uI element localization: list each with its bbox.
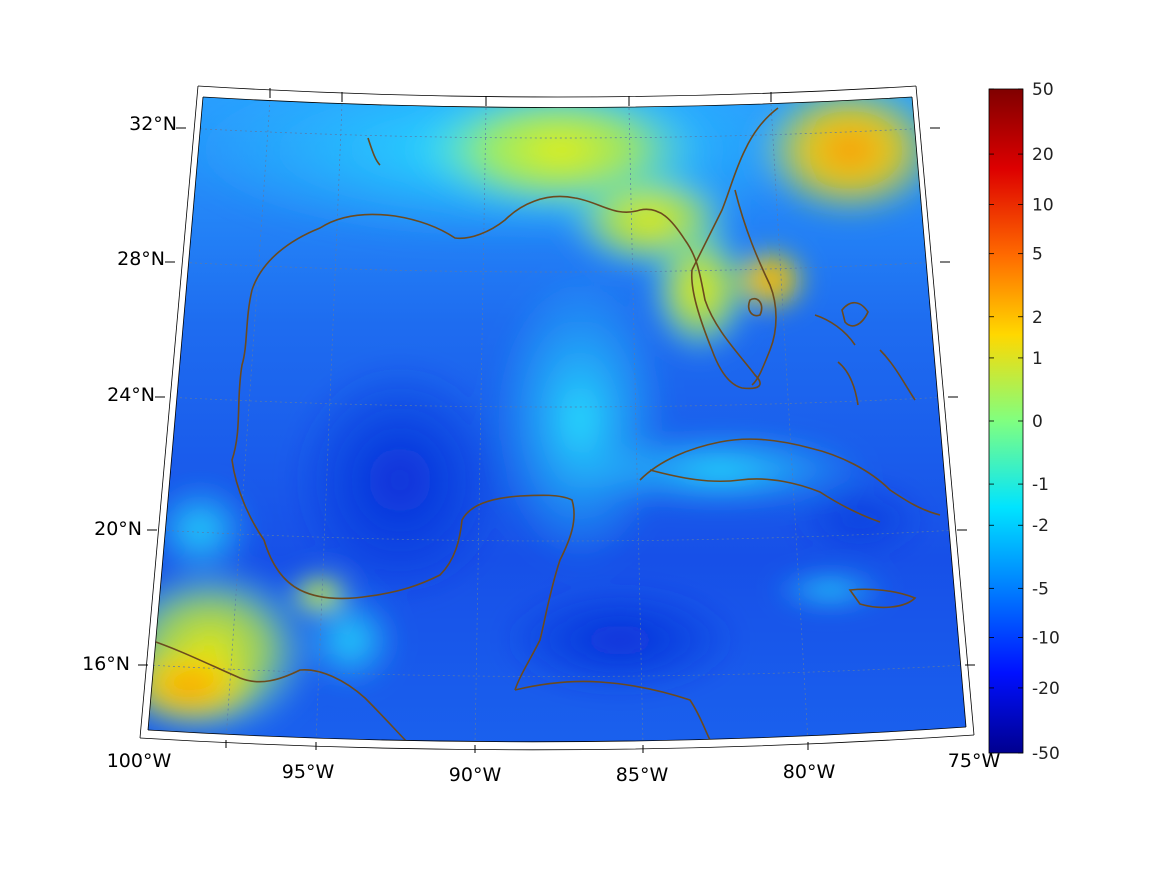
map-frame	[139, 85, 975, 751]
colorbar-gradient	[988, 88, 1024, 754]
graticule	[148, 99, 966, 742]
colorbar-tick-label: 0	[1032, 412, 1043, 432]
lon-tick-label: 100°W	[107, 750, 172, 772]
coastline	[149, 107, 941, 742]
data-field	[148, 97, 966, 742]
lon-tick-label: 85°W	[616, 764, 669, 786]
lat-tick-label: 28°N	[117, 248, 165, 270]
lon-tick-labels: 100°W 95°W 90°W 85°W 80°W 75°W	[107, 750, 1001, 786]
colorbar-tick-label: 20	[1032, 145, 1054, 165]
colorbar-tick-label: 2	[1032, 308, 1043, 328]
colorbar-tick-label: -5	[1032, 579, 1049, 599]
colorbar-tick-label: 50	[1032, 80, 1054, 100]
colorbar-tick-label: -50	[1032, 744, 1060, 764]
colorbar-tick-label: 1	[1032, 349, 1043, 369]
colorbar-tick-label: -1	[1032, 475, 1049, 495]
colorbar-tick-label: 5	[1032, 245, 1043, 265]
lon-tick-label: 90°W	[449, 764, 502, 786]
lat-tick-labels: 16°N 20°N 24°N 28°N 32°N	[82, 113, 177, 675]
lat-tick-label: 20°N	[94, 518, 142, 540]
lon-tick-label: 95°W	[282, 761, 335, 783]
colorbar-tick-label: -10	[1032, 628, 1060, 648]
colorbar-tick-label: -2	[1032, 516, 1049, 536]
lon-tick-label: 80°W	[783, 761, 836, 783]
colorbar-tick-label: -20	[1032, 679, 1060, 699]
lon-tick-label: 75°W	[948, 750, 1001, 772]
lat-tick-label: 32°N	[129, 113, 177, 135]
lat-tick-label: 16°N	[82, 653, 130, 675]
tick-marks	[138, 88, 975, 753]
colorbar-tick-label: 10	[1032, 196, 1054, 216]
lat-tick-label: 24°N	[107, 384, 155, 406]
